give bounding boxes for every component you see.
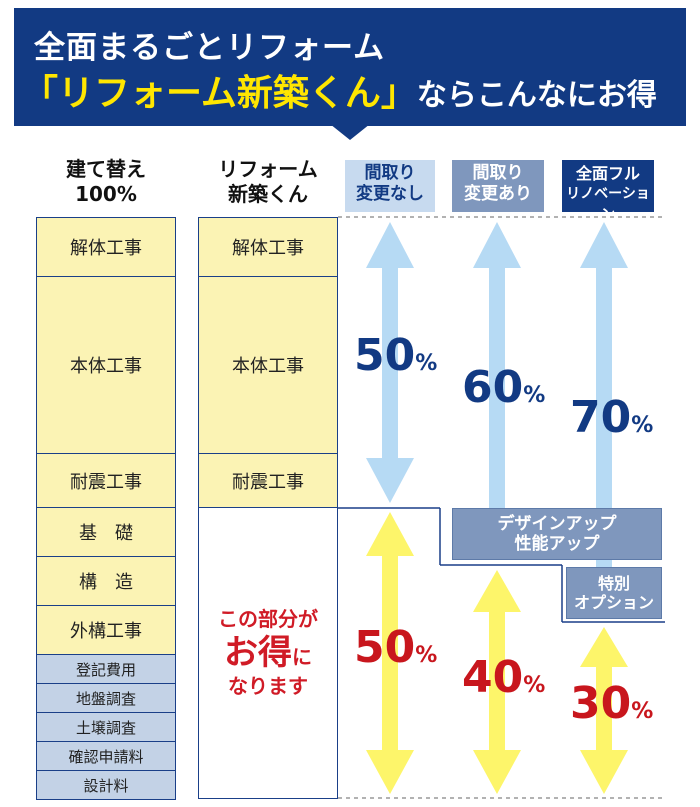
column-header-reform: リフォーム 新築くん	[198, 157, 338, 207]
yellow-arrow-2	[473, 570, 521, 794]
header-title-line2: 「リフォーム新築くん」ならこんなにお得	[22, 64, 657, 116]
rebuild-item-seismic: 耐震工事	[36, 453, 176, 508]
header-highlight: 「リフォーム新築くん」	[22, 73, 417, 114]
yellow-arrows	[366, 512, 628, 794]
blue-arrow-1	[366, 222, 414, 503]
savings-box: この部分が お得に なります	[198, 507, 338, 799]
rebuild-item-main-construction: 本体工事	[36, 276, 176, 454]
special-option-line2: オプション	[573, 593, 654, 612]
rebuild-item-exterior: 外構工事	[36, 605, 176, 655]
column-header-rebuild-line2: 100%	[75, 182, 137, 206]
cost-percent-2-value: 60	[462, 362, 524, 413]
rebuild-item-registration: 登記費用	[36, 654, 176, 684]
saving-percent-3-unit: %	[631, 699, 654, 724]
rebuild-item-design-fee: 設計料	[36, 770, 176, 800]
tag-full-renovation-line2: リノベーション	[566, 186, 650, 223]
rebuild-item-permit-fee: 確認申請料	[36, 741, 176, 771]
savings-small: に	[292, 644, 312, 669]
savings-line1: この部分が	[218, 606, 318, 631]
header-title-line1: 全面まるごとリフォーム	[34, 30, 386, 66]
design-up-line2: 性能アップ	[514, 534, 600, 554]
tag-no-layout-change-line1: 間取り	[364, 163, 416, 183]
yellow-arrow-1	[366, 512, 414, 794]
rebuild-item-structure: 構 造	[36, 556, 176, 606]
saving-percent-1-value: 50	[354, 622, 416, 673]
column-header-rebuild-line1: 建て替え	[66, 157, 146, 181]
saving-percent-layout-change: 40%	[462, 652, 545, 703]
blue-arrow-2	[473, 222, 521, 560]
rebuild-item-demolition: 解体工事	[36, 217, 176, 277]
cost-percent-1-value: 50	[354, 330, 416, 381]
tag-no-layout-change-line2: 変更なし	[356, 184, 424, 204]
yellow-arrow-3	[580, 627, 628, 794]
cost-percent-1-unit: %	[415, 351, 438, 376]
saving-percent-1-unit: %	[415, 643, 438, 668]
column-header-reform-line1: リフォーム	[218, 157, 318, 181]
special-option-line1: 特別	[597, 573, 630, 593]
cost-percent-2-unit: %	[523, 383, 546, 408]
saving-percent-3-value: 30	[570, 678, 632, 729]
saving-percent-2-unit: %	[523, 673, 546, 698]
rebuild-item-ground-survey: 地盤調査	[36, 683, 176, 713]
saving-percent-no-layout-change: 50%	[354, 622, 437, 673]
savings-text: この部分が お得に なります	[218, 607, 318, 700]
reform-item-seismic: 耐震工事	[198, 453, 338, 508]
header-banner	[14, 8, 686, 126]
header-rest: ならこんなにお得	[416, 78, 657, 113]
saving-percent-full-renovation: 30%	[570, 678, 653, 729]
column-header-rebuild: 建て替え 100%	[36, 157, 176, 207]
savings-line2: お得に	[218, 632, 318, 675]
cost-percent-no-layout-change: 50%	[354, 330, 437, 381]
saving-percent-2-value: 40	[462, 652, 524, 703]
reform-item-main-construction: 本体工事	[198, 276, 338, 454]
savings-line3: なります	[228, 674, 308, 699]
column-header-reform-line2: 新築くん	[228, 182, 308, 206]
header-banner-pointer	[330, 124, 370, 140]
savings-big: お得	[224, 632, 292, 673]
blue-arrow-3	[580, 222, 628, 617]
cost-percent-layout-change: 60%	[462, 362, 545, 413]
tag-layout-change-line1: 間取り	[472, 163, 524, 183]
cost-percent-full-renovation: 70%	[570, 392, 653, 443]
cost-percent-3-value: 70	[570, 392, 632, 443]
tag-layout-change-line2: 変更あり	[464, 184, 532, 204]
tag-full-renovation-line1: 全面フル	[575, 164, 640, 183]
tag-no-layout-change: 間取り 変更なし	[345, 160, 435, 212]
tag-full-renovation: 全面フル リノベーション	[562, 160, 654, 223]
cost-percent-3-unit: %	[631, 413, 654, 438]
rebuild-item-soil-survey: 土壌調査	[36, 712, 176, 742]
reform-item-demolition: 解体工事	[198, 217, 338, 277]
blue-arrows	[366, 222, 628, 617]
special-option-label: 特別 オプション	[566, 567, 662, 619]
design-up-line1: デザインアップ	[497, 513, 617, 534]
design-performance-up-label: デザインアップ 性能アップ	[452, 508, 662, 560]
tag-layout-change: 間取り 変更あり	[452, 160, 544, 212]
rebuild-item-foundation: 基 礎	[36, 507, 176, 557]
